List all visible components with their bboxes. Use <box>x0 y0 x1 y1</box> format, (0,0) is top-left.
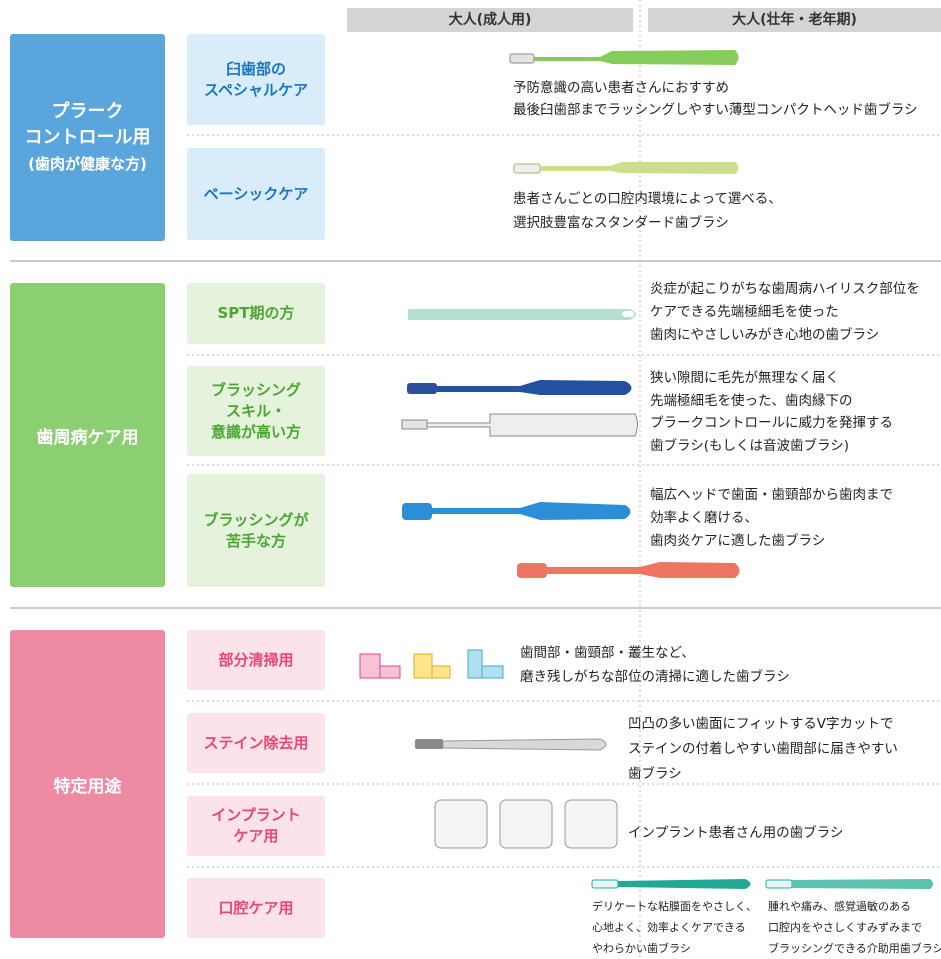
group-box: 特定用途 <box>10 630 165 938</box>
row-box: 臼歯部のスペシャルケア <box>187 34 325 125</box>
description-line: 磨き残しがちな部位の清掃に適した歯ブラシ <box>520 669 790 685</box>
row-label: ベーシックケア <box>203 184 309 203</box>
description-line: 患者さんごとの口腔内環境によって選べる、 <box>513 191 782 207</box>
description-line: 予防意識の高い患者さんにおすすめ <box>513 80 729 96</box>
row-box: 部分清掃用 <box>187 630 325 690</box>
description-line: 口腔内をやさしくすみずみまで <box>768 921 922 934</box>
description-line: プラークコントロールに威力を発揮する <box>650 415 893 431</box>
row-label: ブラッシングが <box>203 510 309 529</box>
row-label: 意識が高い方 <box>210 422 301 441</box>
description-line: インプラント患者さん用の歯ブラシ <box>628 825 844 841</box>
row-label: ケア用 <box>233 827 279 845</box>
group-label: プラーク <box>51 100 124 122</box>
description-line: 凹凸の多い歯面にフィットするV字カットで <box>628 716 894 732</box>
row-label: ブラッシング <box>210 380 301 399</box>
row-box: インプラント ケア用 <box>187 796 325 856</box>
description-line: 歯ブラシ <box>628 766 682 782</box>
description-line: 腫れや痛み、感覚過敏のある <box>768 900 911 913</box>
description-line: 効率よく磨ける、 <box>650 510 758 526</box>
description-line: ブラッシングできる介助用歯ブラシ <box>768 942 941 955</box>
group-label: (歯肉が健康な方) <box>28 154 147 173</box>
row-label: スキル・ <box>225 401 286 420</box>
description-line: 心地よく、効率よくケアできる <box>592 921 746 934</box>
description-line: やわらかい歯ブラシ <box>592 942 691 955</box>
description-line: 炎症が起こりがちな歯周病ハイリスク部位を <box>650 281 920 297</box>
description-line: 先端極細毛を使った、歯肉縁下の <box>650 392 853 409</box>
row-label: 臼歯部の <box>225 59 286 78</box>
description-line: 最後臼歯部までラッシングしやすい薄型コンパクトヘッド歯ブラシ <box>513 102 918 118</box>
description-line: 歯肉炎ケアに適した歯ブラシ <box>650 533 826 549</box>
group-box: 歯周病ケア用 <box>10 283 165 587</box>
description-line: デリケートな粘膜面をやさしく、 <box>592 900 757 913</box>
column-header: 大人(成人用) <box>347 8 633 32</box>
row-box: ステイン除去用 <box>187 713 325 773</box>
description-line: ケアできる先端極細毛を使った <box>650 304 839 320</box>
row-label: 苦手な方 <box>225 531 286 550</box>
description-line: 歯肉にやさしいみがき心地の歯ブラシ <box>650 327 880 343</box>
column-header: 大人(壮年・老年期) <box>648 8 941 32</box>
row-label: インプラント <box>211 806 301 824</box>
group-label: 歯周病ケア用 <box>36 427 139 448</box>
description-line: 狭い隙間に毛先が無理なく届く <box>650 370 839 386</box>
row-label: ステイン除去用 <box>203 733 309 752</box>
row-box: 口腔ケア用 <box>187 878 325 938</box>
description-line: 選択肢豊富なスタンダード歯ブラシ <box>513 215 729 231</box>
group-box: プラークコントロール用 (歯肉が健康な方) <box>10 34 165 241</box>
group-label: 特定用途 <box>53 776 122 797</box>
row-label: スペシャルケア <box>204 80 308 99</box>
row-box: SPT期の方 <box>187 283 325 344</box>
description-line: 歯間部・歯頸部・叢生など、 <box>520 645 695 661</box>
description-line: 幅広ヘッドで歯面・歯頸部から歯肉まで <box>650 487 893 503</box>
row-label: 口腔ケア用 <box>218 898 294 917</box>
group-label: コントロール用 <box>24 126 151 148</box>
row-label: SPT期の方 <box>217 304 295 322</box>
row-label: 部分清掃用 <box>218 650 294 669</box>
row-box: ブラッシング スキル・意識が高い方 <box>187 366 325 456</box>
description-line: ステインの付着しやすい歯間部に届きやすい <box>628 741 898 757</box>
row-box: ブラッシングが 苦手な方 <box>187 474 325 587</box>
row-box: ベーシックケア <box>187 148 325 240</box>
description-line: 歯ブラシ(もしくは音波歯ブラシ) <box>650 437 849 454</box>
